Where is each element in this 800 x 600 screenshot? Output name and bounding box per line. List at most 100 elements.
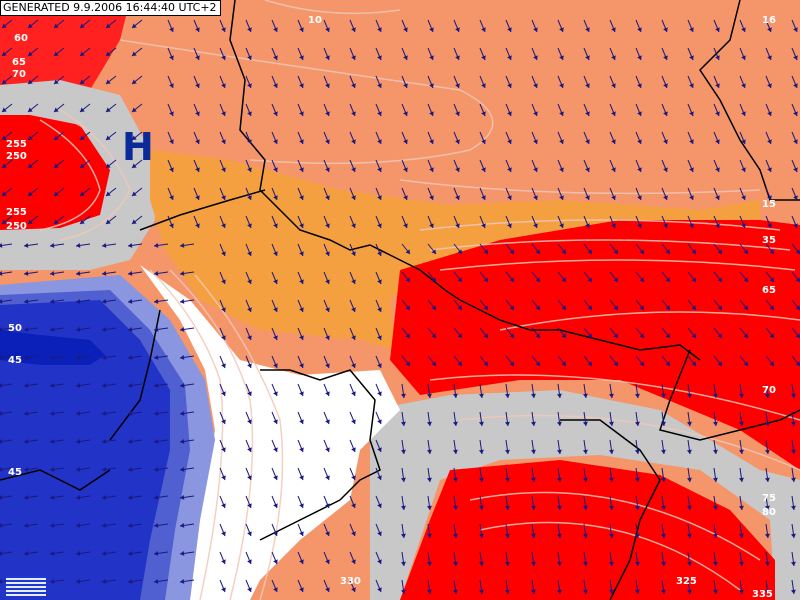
wind-arrow-head <box>790 589 796 594</box>
wind-arrow-head <box>247 223 252 228</box>
wind-arrow-head <box>686 533 692 538</box>
wind-arrow-head <box>80 23 85 28</box>
wind-arrow-head <box>764 505 770 510</box>
wind-arrow-head <box>28 51 33 56</box>
wind-arrow-head <box>351 251 356 256</box>
wind-arrow-head <box>535 305 540 310</box>
wind-arrow-head <box>0 270 3 276</box>
wind-arrow-head <box>556 561 562 566</box>
wind-arrow-head <box>717 305 722 310</box>
wind-arrow-head <box>273 531 278 536</box>
wind-arrow-head <box>154 298 159 304</box>
wind-arrow-head <box>76 466 81 472</box>
wind-arrow-head <box>247 27 252 32</box>
wind-arrow-head <box>2 51 7 56</box>
wind-arrow-head <box>611 55 616 60</box>
wind-arrow-head <box>426 393 432 398</box>
wind-arrow-head <box>102 242 107 248</box>
wind-arrow-head <box>24 550 29 556</box>
wind-arrow-head <box>273 503 278 508</box>
wind-arrow-head <box>169 55 174 60</box>
high-pressure-marker: H <box>122 125 154 169</box>
wind-arrow-head <box>634 393 640 398</box>
wind-arrow-head <box>452 589 458 594</box>
wind-arrow-head <box>533 167 538 172</box>
wind-arrow-head <box>665 305 670 310</box>
wind-arrow-head <box>351 419 356 424</box>
wind-arrow-head <box>28 135 33 140</box>
wind-arrow-head <box>509 361 514 366</box>
wind-arrow-head <box>273 251 278 256</box>
wind-arrow-head <box>587 305 592 310</box>
wind-arrow-head <box>180 354 185 360</box>
wind-arrow-head <box>132 23 137 28</box>
wind-arrow-head <box>102 438 107 444</box>
generated-timestamp: GENERATED 9.9.2006 16:44:40 UTC+2 <box>0 0 221 16</box>
wind-arrow-head <box>455 27 460 32</box>
wind-arrow-head <box>351 475 356 480</box>
wind-arrow-head <box>426 477 432 482</box>
wind-arrow-head <box>325 503 330 508</box>
wind-vector-field <box>0 19 800 595</box>
wind-arrow-head <box>106 79 111 84</box>
wind-arrow-head <box>426 449 432 454</box>
wind-arrow-head <box>351 139 356 144</box>
wind-arrow-head <box>247 587 252 592</box>
wind-arrow-head <box>106 23 111 28</box>
wind-arrow-head <box>767 223 772 228</box>
contour-label: 335 <box>752 589 773 600</box>
wind-arrow-head <box>507 223 512 228</box>
wind-arrow-head <box>76 270 81 276</box>
wind-arrow-head <box>76 578 81 584</box>
wind-arrow-head <box>273 391 278 396</box>
wind-arrow-head <box>54 135 59 140</box>
wind-arrow-head <box>431 277 436 282</box>
wind-arrow-head <box>50 578 55 584</box>
wind-arrow-head <box>663 111 668 116</box>
contour-label: 70 <box>12 69 26 80</box>
wind-arrow-head <box>377 391 382 396</box>
wind-arrow-head <box>50 242 55 248</box>
wind-arrow-head <box>106 163 111 168</box>
wind-arrow-head <box>50 382 55 388</box>
wind-arrow-head <box>639 277 644 282</box>
wind-arrow-head <box>325 27 330 32</box>
wind-arrow-head <box>325 475 330 480</box>
wind-arrow-head <box>154 354 159 360</box>
wind-arrow-head <box>717 361 722 366</box>
wind-arrow-head <box>0 438 3 444</box>
wind-arrow-head <box>351 55 356 60</box>
wind-arrow-head <box>660 561 666 566</box>
wind-arrow-head <box>2 135 7 140</box>
wind-arrow-head <box>76 382 81 388</box>
wind-arrow-head <box>247 531 252 536</box>
wind-arrow-head <box>429 223 434 228</box>
wind-arrow-head <box>535 277 540 282</box>
wind-arrow-head <box>180 522 185 528</box>
wind-arrow-head <box>769 249 774 254</box>
wind-arrow-head <box>377 363 382 368</box>
wind-arrow-head <box>634 505 640 510</box>
wind-arrow-head <box>481 83 486 88</box>
wind-arrow-head <box>351 363 356 368</box>
wind-arrow-head <box>154 522 159 528</box>
wind-arrow-head <box>504 393 510 398</box>
wind-arrow-head <box>793 195 798 200</box>
wind-arrow-head <box>2 163 7 168</box>
wind-arrow-head <box>741 27 746 32</box>
wind-arrow-head <box>608 421 614 426</box>
wind-arrow-head <box>180 270 185 276</box>
wind-arrow-head <box>611 167 616 172</box>
wind-arrow-head <box>76 494 81 500</box>
wind-arrow-head <box>561 361 566 366</box>
wind-arrow-head <box>180 410 185 416</box>
wind-arrow-head <box>431 249 436 254</box>
wind-arrow-head <box>102 270 107 276</box>
wind-arrow-head <box>611 83 616 88</box>
wind-arrow-head <box>530 421 536 426</box>
wind-arrow-head <box>611 27 616 32</box>
wind-arrow-head <box>455 167 460 172</box>
wind-arrow-head <box>0 550 3 556</box>
wind-arrow-head <box>405 305 410 310</box>
wind-arrow-head <box>769 277 774 282</box>
